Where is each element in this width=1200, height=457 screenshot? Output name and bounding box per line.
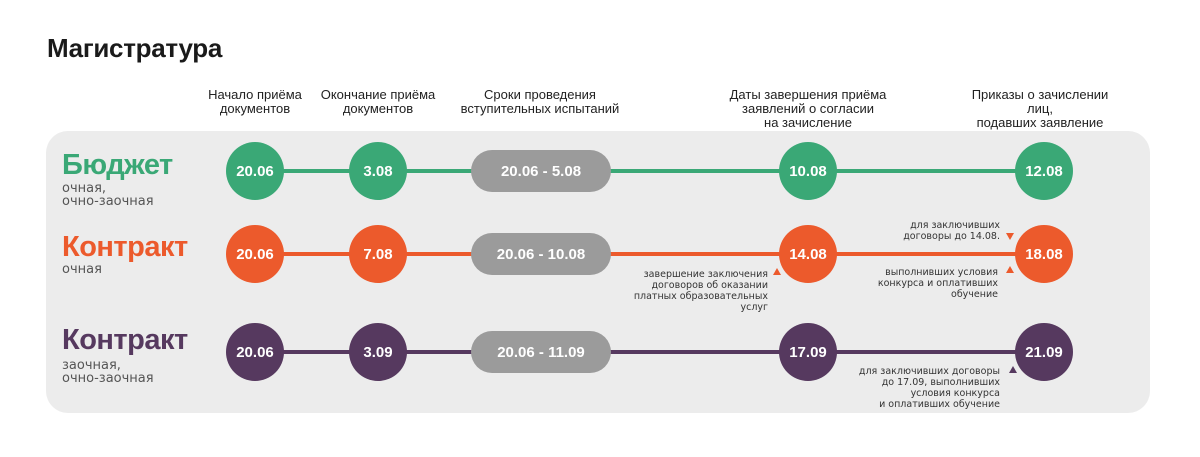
pointer-triangle-order-top [1006, 233, 1014, 240]
row-title-contract-fulltime: Контракт [62, 231, 188, 263]
date-consent-contract-parttime: 17.09 [779, 323, 837, 381]
note-order-top-contract-fulltime: для заключивших договоры до 14.08. [903, 220, 1000, 242]
date-start-contract-parttime: 20.06 [226, 323, 284, 381]
row-title-budget: Бюджет [62, 149, 173, 181]
column-header-end: Окончание приёма документов [320, 87, 436, 116]
date-start-contract-fulltime: 20.06 [226, 225, 284, 283]
exam-period-contract-fulltime: 20.06 - 10.08 [471, 233, 611, 275]
column-header-exams: Сроки проведения вступительных испытаний [460, 87, 620, 116]
date-start-budget: 20.06 [226, 142, 284, 200]
row-subtitle-budget: очная, очно-заочная [62, 181, 154, 209]
timeline-line-budget [255, 169, 1040, 173]
page-title: Магистратура [47, 33, 223, 63]
date-end-contract-fulltime: 7.08 [349, 225, 407, 283]
exam-period-budget: 20.06 - 5.08 [471, 150, 611, 192]
column-header-consent: Даты завершения приёма заявлений о согла… [729, 87, 887, 130]
date-order-contract-parttime: 21.09 [1015, 323, 1073, 381]
exam-period-contract-parttime: 20.06 - 11.09 [471, 331, 611, 373]
row-subtitle-contract-fulltime: очная [62, 262, 102, 277]
date-consent-budget: 10.08 [779, 142, 837, 200]
date-end-contract-parttime: 3.09 [349, 323, 407, 381]
row-subtitle-contract-parttime: заочная, очно-заочная [62, 358, 154, 386]
pointer-triangle-order-bottom [1006, 266, 1014, 273]
row-title-contract-parttime: Контракт [62, 324, 188, 356]
note-order-bottom-contract-fulltime: выполнивших условия конкурса и оплативши… [877, 267, 998, 300]
date-end-budget: 3.08 [349, 142, 407, 200]
date-consent-contract-fulltime: 14.08 [779, 225, 837, 283]
note-order-contract-parttime: для заключивших договоры до 17.09, выпол… [858, 366, 1000, 410]
timeline-line-contract-fulltime [255, 252, 1040, 256]
column-header-start: Начало приёма документов [208, 87, 302, 116]
timeline-line-contract-parttime [255, 350, 1040, 354]
date-order-contract-fulltime: 18.08 [1015, 225, 1073, 283]
date-order-budget: 12.08 [1015, 142, 1073, 200]
pointer-triangle-consent [773, 268, 781, 275]
pointer-triangle-order-parttime [1009, 366, 1017, 373]
note-consent-contract-fulltime: завершение заключения договоров об оказа… [633, 269, 768, 313]
